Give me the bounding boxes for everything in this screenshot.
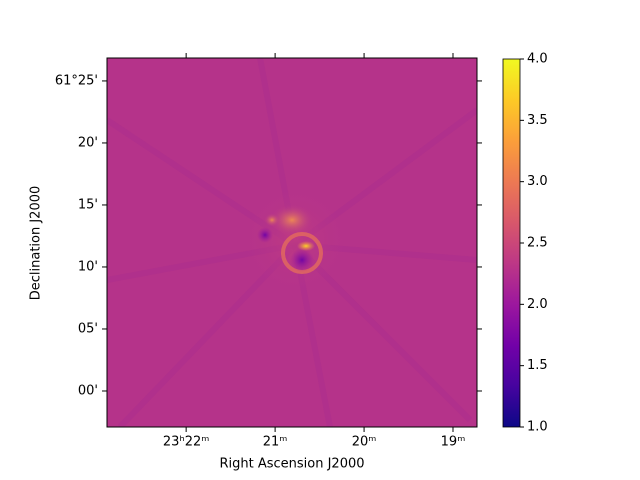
- y-tick-label: 61°25': [55, 73, 98, 88]
- colorbar-tick-label: 2.0: [527, 297, 548, 312]
- x-tick-label: 19ᵐ: [441, 435, 466, 450]
- x-axis-label: Right Ascension J2000: [219, 457, 364, 472]
- colorbar-tick-label: 3.0: [527, 174, 548, 189]
- colorbar: [502, 58, 521, 428]
- sky-image: [107, 58, 477, 427]
- colorbar-tick-label: 2.5: [527, 236, 548, 251]
- axes-frame: [106, 57, 478, 428]
- y-tick-label: 00': [78, 383, 98, 398]
- x-tick-label: 20ᵐ: [352, 435, 377, 450]
- y-axis-label: Declination J2000: [29, 186, 44, 301]
- colorbar-tick-label: 3.5: [527, 113, 548, 128]
- x-tick-label: 21ᵐ: [263, 435, 288, 450]
- x-tick-label: 23ʰ22ᵐ: [163, 435, 209, 450]
- y-tick-label: 10': [78, 259, 98, 274]
- y-tick-label: 05': [78, 321, 98, 336]
- colorbar-tick-label: 4.0: [527, 52, 548, 67]
- colorbar-tick-label: 1.5: [527, 358, 548, 373]
- colorbar-tick-label: 1.0: [527, 420, 548, 435]
- y-tick-label: 15': [78, 197, 98, 212]
- y-tick-label: 20': [78, 135, 98, 150]
